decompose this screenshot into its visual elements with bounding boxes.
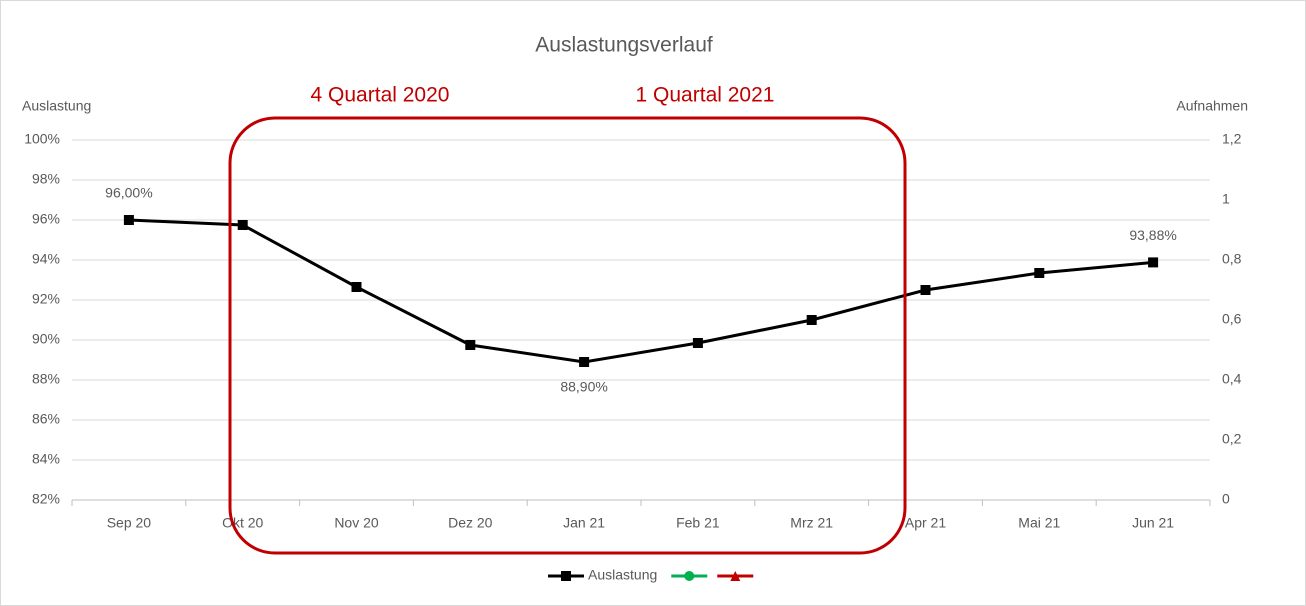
data-point (237, 220, 248, 230)
legend-marker (684, 571, 695, 581)
x-tick-label: Mai 21 (1018, 515, 1060, 531)
y-tick-label: 90% (32, 331, 60, 347)
annotation: 1 Quartal 2021 (636, 84, 775, 107)
y2-tick-label: 0,8 (1222, 251, 1242, 267)
legend-marker (561, 571, 571, 581)
x-tick-label: Feb 21 (676, 515, 720, 531)
highlight-box (228, 116, 907, 555)
y2-axis-label: Aufnahmen (1176, 98, 1248, 114)
x-tick-label: Dez 20 (448, 515, 493, 531)
y-tick-label: 100% (24, 131, 60, 147)
y-tick-label: 96% (32, 211, 60, 227)
y2-tick-label: 0,4 (1222, 371, 1242, 387)
y-tick-label: 82% (32, 491, 60, 507)
x-tick-label: Apr 21 (905, 515, 946, 531)
data-point (920, 285, 931, 295)
legend-label: Auslastung (588, 567, 657, 583)
y-axis-label: Auslastung (22, 98, 91, 114)
data-point (123, 215, 134, 225)
data-label: 88,90% (560, 379, 607, 395)
y2-tick-label: 0,2 (1222, 431, 1242, 447)
annotation: 4 Quartal 2020 (311, 84, 450, 107)
data-point (465, 340, 476, 350)
y-tick-label: 86% (32, 411, 60, 427)
y2-tick-label: 0,6 (1222, 311, 1242, 327)
data-label: 96,00% (105, 185, 152, 201)
data-point (806, 315, 817, 325)
y-tick-label: 84% (32, 451, 60, 467)
data-point (1148, 257, 1159, 268)
y-tick-label: 88% (32, 371, 60, 387)
y2-tick-label: 1,2 (1222, 131, 1242, 147)
data-point (351, 282, 362, 292)
data-point (1034, 268, 1045, 278)
data-label: 93,88% (1129, 227, 1176, 243)
legend-marker (730, 571, 741, 581)
data-point (579, 357, 590, 367)
x-tick-label: Nov 20 (334, 515, 379, 531)
x-tick-label: Jan 21 (563, 515, 605, 531)
y-tick-label: 98% (32, 171, 60, 187)
x-tick-label: Okt 20 (222, 515, 263, 531)
y2-tick-label: 0 (1222, 491, 1230, 507)
y-tick-label: 92% (32, 291, 60, 307)
x-tick-label: Mrz 21 (790, 515, 833, 531)
x-tick-label: Jun 21 (1132, 515, 1174, 531)
chart-title: Auslastungsverlauf (535, 34, 713, 57)
y2-tick-label: 1 (1222, 191, 1230, 207)
series-line (128, 218, 1154, 364)
data-point (692, 338, 703, 348)
x-tick-label: Sep 20 (107, 515, 152, 531)
y-tick-label: 94% (32, 251, 60, 267)
